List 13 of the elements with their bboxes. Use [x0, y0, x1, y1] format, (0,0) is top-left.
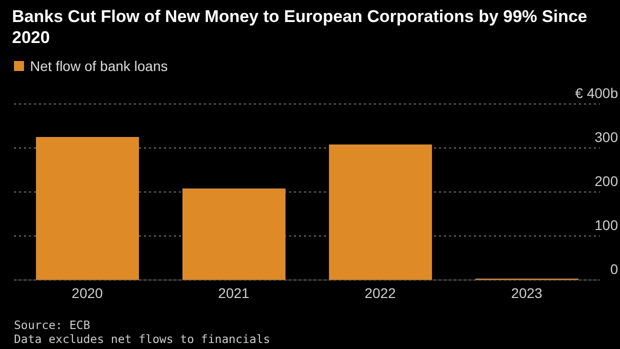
source-note: Source: ECB — [14, 318, 92, 332]
x-tick-label: 2021 — [218, 284, 250, 301]
legend-label: Net flow of bank loans — [30, 58, 168, 74]
x-tick-label: 2020 — [72, 284, 104, 301]
y-tick-label: 200 — [594, 173, 618, 189]
x-tick-label: 2022 — [364, 284, 396, 301]
y-tick-label: 300 — [594, 129, 618, 145]
chart-title: Banks Cut Flow of New Money to European Corporations by 99% Since 2020 — [11, 6, 588, 48]
y-tick-label: 100 — [594, 217, 618, 233]
y-tick-label: € 400b — [575, 85, 618, 101]
x-tick-label: 2023 — [511, 284, 543, 301]
text: Data excludes net flows to financials — [14, 332, 272, 346]
y-tick-label: 0 — [610, 261, 618, 277]
